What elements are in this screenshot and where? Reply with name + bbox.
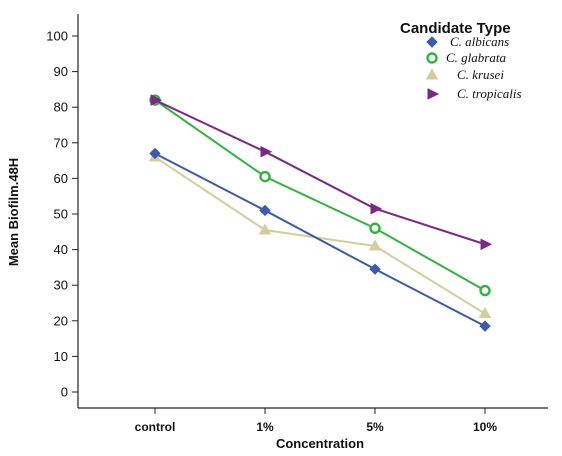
y-tick-label: 0 bbox=[61, 385, 68, 400]
legend-label-c-albicans: C. albicans bbox=[450, 34, 509, 49]
data-point-c-tropicalis bbox=[260, 145, 273, 158]
y-tick-label: 90 bbox=[54, 64, 68, 79]
series-c-glabrata bbox=[149, 94, 491, 297]
series-line-c-glabrata bbox=[154, 99, 486, 292]
data-point-c-albicans bbox=[149, 147, 161, 160]
y-tick-label: 30 bbox=[54, 278, 68, 293]
data-point-c-albicans bbox=[259, 204, 271, 217]
data-point-c-tropicalis bbox=[370, 202, 383, 215]
data-point-c-tropicalis bbox=[150, 94, 163, 106]
data-point-c-albicans bbox=[479, 320, 491, 332]
series-line-c-tropicalis bbox=[154, 99, 486, 246]
legend-marker-c-krusei bbox=[425, 68, 439, 80]
series-line-c-albicans bbox=[154, 152, 486, 328]
series-layer bbox=[148, 94, 493, 332]
data-point-c-glabrata bbox=[259, 170, 271, 183]
x-tick-label: 10% bbox=[473, 420, 497, 434]
y-tick-label: 50 bbox=[54, 207, 68, 222]
x-tick-label: 1% bbox=[256, 420, 274, 434]
legend-label-c-tropicalis: C. tropicalis bbox=[457, 86, 522, 101]
data-point-c-krusei bbox=[368, 239, 382, 251]
data-point-c-albicans bbox=[369, 263, 381, 275]
x-tick-label: control bbox=[135, 420, 176, 434]
x-tick-label: 5% bbox=[366, 420, 384, 434]
series-c-krusei bbox=[148, 150, 492, 319]
axes: 0 10 20 30 40 50 60 70 80 90 100 control 1% 5% 10% bbox=[46, 14, 548, 434]
legend-label-c-krusei: C. krusei bbox=[457, 67, 504, 82]
x-axis-title: Concentration bbox=[276, 436, 364, 451]
legend-marker-c-tropicalis bbox=[427, 88, 440, 100]
data-point-c-glabrata bbox=[369, 222, 381, 234]
legend-title: Candidate Type bbox=[400, 20, 511, 37]
series-c-albicans bbox=[149, 147, 491, 332]
y-tick-label: 20 bbox=[54, 313, 68, 328]
y-tick-label: 70 bbox=[54, 135, 68, 150]
y-tick-label: 60 bbox=[54, 171, 68, 186]
data-point-c-tropicalis bbox=[480, 238, 493, 251]
y-axis-title: Mean Biofilm.48H bbox=[6, 158, 21, 266]
y-tick-label: 10 bbox=[54, 349, 68, 364]
y-tick-label: 100 bbox=[46, 29, 68, 44]
y-tick-label: 80 bbox=[54, 100, 68, 115]
legend-label-c-glabrata: C. glabrata bbox=[446, 50, 506, 65]
data-point-c-glabrata bbox=[479, 284, 491, 297]
legend-marker-c-glabrata bbox=[426, 52, 438, 64]
data-point-c-krusei bbox=[478, 307, 492, 319]
series-c-tropicalis bbox=[150, 94, 493, 251]
legend-marker-c-albicans bbox=[426, 36, 438, 48]
y-tick-label: 40 bbox=[54, 242, 68, 257]
data-point-c-krusei bbox=[258, 223, 272, 235]
series-line-c-krusei bbox=[154, 156, 486, 315]
